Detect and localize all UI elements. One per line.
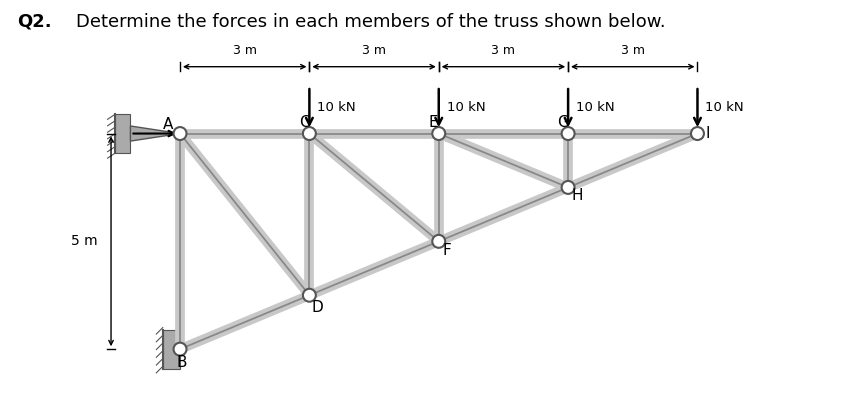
Text: H: H xyxy=(572,188,583,203)
Circle shape xyxy=(561,181,575,194)
Circle shape xyxy=(174,127,186,140)
Text: 3 m: 3 m xyxy=(491,44,515,57)
Circle shape xyxy=(303,289,316,302)
Text: 3 m: 3 m xyxy=(620,44,645,57)
Text: I: I xyxy=(706,126,711,141)
Text: 10 kN: 10 kN xyxy=(447,101,485,114)
Text: 10 kN: 10 kN xyxy=(576,101,615,114)
Bar xyxy=(115,114,131,153)
Text: 10 kN: 10 kN xyxy=(706,101,744,114)
Bar xyxy=(163,330,180,369)
Text: G: G xyxy=(557,115,569,130)
Text: Q2.: Q2. xyxy=(17,13,51,31)
Circle shape xyxy=(691,127,704,140)
Text: B: B xyxy=(177,355,187,370)
Circle shape xyxy=(432,127,445,140)
Circle shape xyxy=(561,127,575,140)
Text: E: E xyxy=(429,115,438,130)
Text: 10 kN: 10 kN xyxy=(317,101,356,114)
Polygon shape xyxy=(131,126,180,141)
Text: Determine the forces in each members of the truss shown below.: Determine the forces in each members of … xyxy=(76,13,665,31)
Text: 3 m: 3 m xyxy=(362,44,386,57)
Text: 3 m: 3 m xyxy=(233,44,257,57)
Text: D: D xyxy=(311,300,323,315)
Circle shape xyxy=(174,343,186,356)
Text: C: C xyxy=(299,115,309,130)
Circle shape xyxy=(303,127,316,140)
Text: 5 m: 5 m xyxy=(71,234,97,248)
Text: A: A xyxy=(163,117,173,132)
Text: F: F xyxy=(442,243,451,258)
Circle shape xyxy=(432,235,445,248)
